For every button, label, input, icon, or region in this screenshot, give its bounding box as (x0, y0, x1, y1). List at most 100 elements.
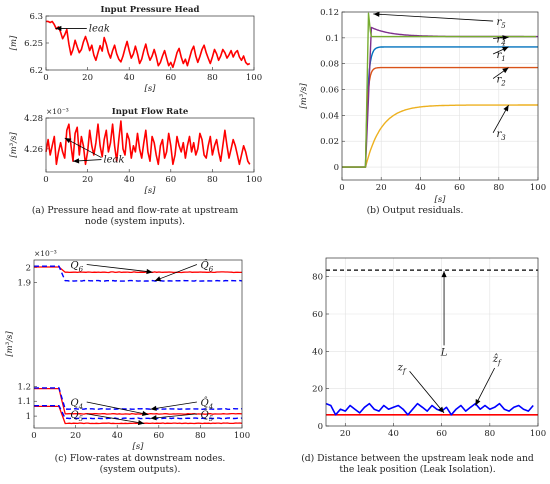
residual-arrow-r1-head (502, 46, 509, 52)
chart-a2: 0 20 40 60 80 100 4.26 4.28 Input Flow Rate [s] [m… (9, 107, 262, 196)
plot-frame (45, 15, 255, 71)
y-axis-label: [m] (9, 35, 19, 50)
x-tick-label-2: 40 (124, 73, 135, 83)
flow-line-Q4 (34, 387, 243, 415)
x-tick-label-4: 80 (493, 183, 504, 193)
flow-arrow-Qhat5-shaft (150, 413, 197, 419)
caption-c-line-1: (c) Flow-rates at downstream nodes. (54, 453, 226, 464)
flow-arrow-Q6-head (146, 268, 153, 275)
flow-arrow-Q6-shaft (86, 264, 153, 273)
flow-arrow-Q4-head (142, 410, 149, 416)
flow-arrow-Qhat4-shaft (150, 401, 197, 410)
plot-area (46, 16, 254, 70)
flow-arrow-Q5-shaft (86, 413, 145, 424)
y-tick-label-3: 0.06 (320, 86, 339, 96)
flow-label-Qhat5: Q̂5 (201, 409, 214, 423)
x-tick-label-5: 100 (246, 175, 262, 185)
y-tick-label-3: 1.9 (17, 278, 31, 288)
caption-c: (c) Flow-rates at downstream nodes. (sys… (15, 453, 265, 475)
residual-line-r2 (342, 66, 538, 168)
chart-d: 20 40 60 80 100 0 20 40 60 80 Lzf ẑf (312, 257, 546, 439)
pressure-head-line (46, 20, 251, 69)
x-tick-label-4: 100 (530, 429, 546, 439)
y-tick-label-2: 0.04 (320, 111, 339, 121)
zf-hat-arrow-shaft (475, 367, 495, 406)
residual-line-r3 (342, 104, 538, 168)
x-tick-label-5: 100 (234, 431, 250, 441)
x-axis-label: [s] (435, 195, 447, 205)
residual-arrow-r5-head (373, 11, 380, 17)
y-axis-label: [m³/s] (5, 331, 15, 357)
residual-label-r1: r1 (496, 50, 505, 63)
y-tick-label-1: 4.28 (24, 114, 43, 124)
L-arrow-head (441, 271, 447, 278)
chart-c: 0 20 40 60 80 100 1 1.1 1.2 1.9 2 [s] [m³/s] ×10⁻³ Q6 Q… (5, 249, 250, 452)
x-tick-label-2: 40 (415, 183, 426, 193)
x-tick-label-2: 60 (436, 429, 447, 439)
residual-arrow-r3-head (503, 105, 509, 112)
y-tick-label-1: 0.02 (320, 137, 339, 147)
zf-hat-arrow-head (475, 398, 481, 406)
x-tick-label-4: 80 (207, 175, 218, 185)
caption-d-line-1: (d) Distance between the upstream leak n… (301, 453, 534, 464)
flow-line-Q6 (34, 266, 243, 274)
zf-arrow-shaft (409, 371, 445, 414)
x-tick-label-5: 100 (530, 183, 546, 193)
residual-arrow-r4-head (502, 35, 509, 41)
flow-line-Q̂6 (34, 265, 243, 282)
y-tick-label-2: 1.2 (17, 382, 31, 392)
chart-b: 0 20 40 60 80 100 0 0.02 0.04 0.06 0.08 0.1 0.12 [s] [… (299, 8, 546, 205)
residual-label-r4: r4 (496, 34, 505, 47)
flow-arrow-Qhat5-head (150, 415, 157, 421)
chart-title: Input Pressure Head (101, 5, 200, 15)
leak-arrow-upper-shaft (64, 137, 102, 158)
zf-label: zf (397, 362, 407, 375)
residual-arrow-r5-shaft (373, 13, 494, 22)
chart-a1: 0 20 40 60 80 100 6.2 6.25 6.3 Input Pressure Hea… (9, 5, 262, 94)
zf-arrow-head (438, 406, 445, 413)
y-tick-label-0: 0 (334, 163, 339, 173)
y-tick-label-0: 4.26 (24, 145, 43, 155)
x-tick-label-0: 0 (43, 175, 48, 185)
y-axis-exponent: ×10⁻³ (34, 249, 57, 258)
y-tick-label-0: 0 (318, 422, 323, 432)
L-label: L (440, 347, 448, 358)
y-tick-label-2: 6.3 (29, 12, 43, 22)
plot-frame (45, 117, 255, 173)
x-tick-label-2: 40 (112, 431, 123, 441)
leak-label: leak (103, 155, 124, 166)
flow-rate-line (45, 120, 251, 166)
residual-line-r1 (342, 46, 538, 168)
y-tick-label-5: 0.1 (325, 34, 339, 44)
flow-label-Q6: Q6 (70, 260, 83, 273)
plot-frame (341, 11, 539, 181)
x-axis-label: [s] (133, 442, 145, 452)
leak-arrow-lower-head (73, 158, 80, 164)
x-tick-label-3: 60 (165, 175, 176, 185)
x-tick-label-5: 100 (246, 73, 262, 83)
x-tick-label-3: 60 (454, 183, 465, 193)
caption-a-line-1: (a) Pressure head and flow-rate at upstr… (31, 205, 239, 216)
x-tick-label-3: 60 (153, 431, 164, 441)
y-tick-label-4: 2 (26, 263, 31, 273)
y-axis-exponent: ×10⁻³ (46, 107, 69, 116)
flow-label-Qhat4: Q̂4 (201, 397, 214, 411)
caption-d: (d) Distance between the upstream leak n… (285, 453, 550, 475)
flow-line-Q̂5 (34, 405, 243, 420)
caption-a: (a) Pressure head and flow-rate at upstr… (15, 205, 255, 227)
flow-arrow-Qhat6-shaft (154, 264, 198, 282)
y-tick-label-1: 1.1 (17, 397, 31, 407)
leak-label: leak (89, 23, 110, 34)
x-axis-label: [s] (145, 186, 157, 196)
x-tick-label-1: 40 (388, 429, 399, 439)
y-tick-label-0: 1 (26, 412, 31, 422)
flow-arrow-Qhat4-head (150, 405, 157, 411)
residual-arrow-r2-head (502, 67, 509, 74)
y-tick-label-1: 6.25 (24, 39, 43, 49)
leak-arrow-upper-head (64, 138, 72, 144)
flow-label-Q4: Q4 (70, 398, 83, 411)
flow-arrow-Q4-shaft (86, 401, 149, 416)
flow-line-Q̂4 (34, 387, 243, 410)
y-tick-label-4: 80 (312, 273, 323, 283)
x-tick-label-1: 20 (70, 431, 81, 441)
